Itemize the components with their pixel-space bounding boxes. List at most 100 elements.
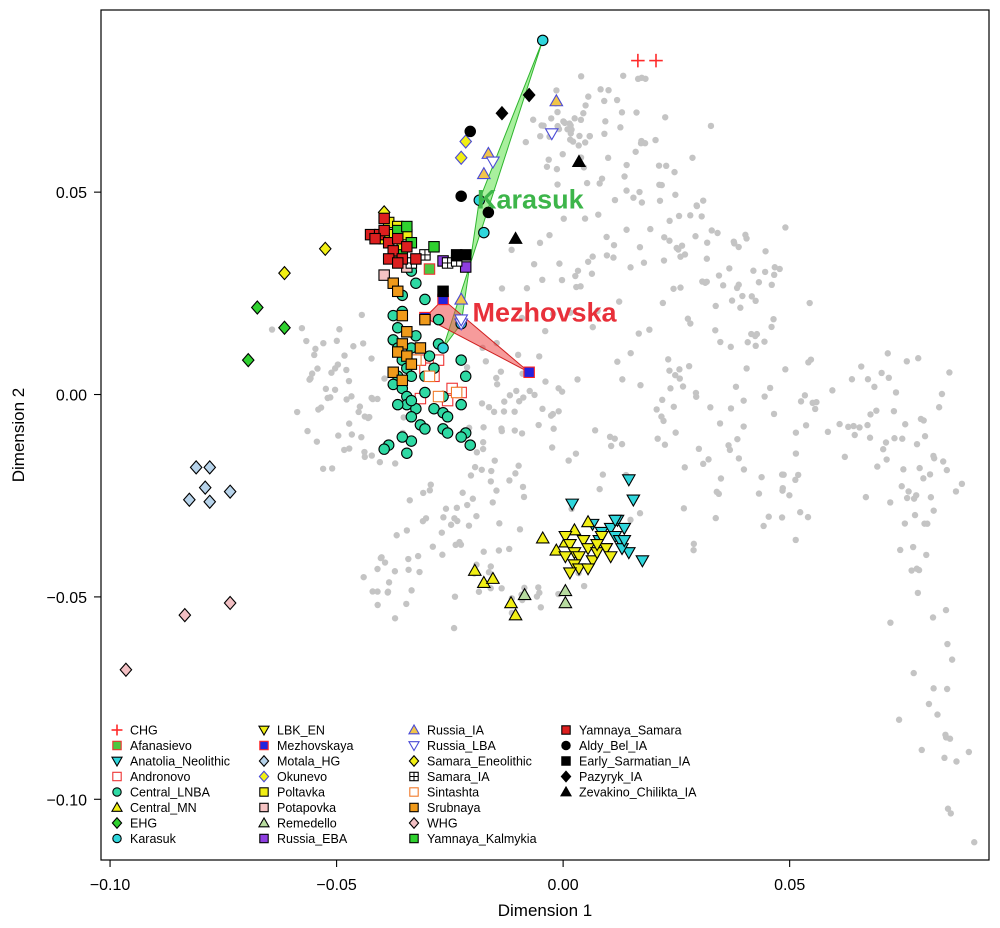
background-point <box>572 272 579 280</box>
legend-marker-central-lnba <box>112 787 122 797</box>
background-point <box>328 465 336 472</box>
background-point <box>647 225 654 233</box>
plot-frame <box>100 9 990 861</box>
point-srubnaya <box>396 374 409 387</box>
point-central-lnba <box>401 447 413 459</box>
background-point <box>662 114 669 121</box>
background-point <box>478 466 485 473</box>
background-point <box>824 428 832 436</box>
background-point <box>493 381 501 388</box>
background-point <box>726 265 733 272</box>
background-point <box>487 563 494 570</box>
background-point <box>874 463 881 470</box>
background-point <box>703 255 711 262</box>
background-point <box>542 378 549 385</box>
background-point <box>637 381 644 389</box>
background-point <box>750 267 757 274</box>
point-anatolia-neolithic <box>626 494 641 508</box>
background-point <box>792 476 799 484</box>
point-lbk-en <box>594 530 609 544</box>
legend-label-karasuk: Karasuk <box>130 832 177 846</box>
legend-marker-yamnaya-kalmykia <box>409 833 419 844</box>
background-point <box>610 241 618 249</box>
background-point <box>328 369 335 376</box>
point-remedello <box>558 583 573 597</box>
point-yamnaya-samara <box>392 257 404 269</box>
background-point <box>574 267 582 274</box>
background-point <box>335 432 342 439</box>
background-point <box>715 490 723 498</box>
point-motala-hg <box>189 460 203 475</box>
background-point <box>795 471 802 479</box>
background-point <box>884 350 891 357</box>
background-point <box>391 460 399 467</box>
background-point <box>522 138 530 146</box>
point-chg <box>631 53 645 68</box>
point-karasuk <box>478 226 490 239</box>
background-point <box>594 307 601 315</box>
background-point <box>620 72 627 79</box>
background-point <box>613 96 621 104</box>
background-point <box>536 353 543 360</box>
background-point <box>921 433 929 440</box>
background-point <box>632 148 639 155</box>
background-point <box>581 215 589 222</box>
background-point <box>918 746 925 754</box>
legend-marker-russia-ia <box>408 723 420 735</box>
background-point <box>740 397 747 404</box>
background-point <box>618 109 626 116</box>
background-point <box>603 233 610 241</box>
background-point <box>369 588 376 595</box>
background-point <box>536 589 543 596</box>
point-zevakino-chilikta-ia <box>571 154 587 168</box>
legend-label-russia-lba: Russia_LBA <box>427 739 496 753</box>
background-point <box>677 284 684 291</box>
y-axis-label: Dimension 2 <box>9 388 28 483</box>
background-point <box>479 445 487 453</box>
background-point <box>755 279 763 286</box>
background-point <box>692 233 699 240</box>
background-point <box>882 439 890 446</box>
background-point <box>420 489 427 497</box>
background-point <box>345 420 353 427</box>
background-point <box>659 299 667 307</box>
legend-label-poltavka: Poltavka <box>277 786 325 800</box>
background-point <box>776 265 783 273</box>
point-central-lnba <box>396 431 409 443</box>
background-point <box>304 427 311 435</box>
background-point <box>312 345 319 353</box>
background-point <box>946 735 954 742</box>
background-point <box>568 126 575 133</box>
background-point <box>662 162 670 170</box>
point-afanasievo <box>423 263 436 275</box>
background-point <box>770 315 777 323</box>
background-point <box>498 585 505 592</box>
background-point <box>768 323 775 331</box>
x-axis: −0.10 −0.05 0.00 0.05 <box>90 860 805 894</box>
background-point <box>666 217 673 225</box>
background-point <box>687 320 694 327</box>
legend-marker-potapovka <box>259 802 269 813</box>
point-yamnaya-samara <box>410 253 422 265</box>
background-point <box>623 226 630 233</box>
background-point <box>359 340 367 347</box>
background-point <box>488 467 495 475</box>
point-central-mn <box>535 530 550 544</box>
point-lbk-en <box>603 551 618 564</box>
legend-label-afanasievo: Afanasievo <box>130 739 192 753</box>
background-point <box>927 494 935 501</box>
background-point <box>770 410 778 418</box>
legend-marker-aldy-bel-ia <box>561 740 571 751</box>
background-point <box>550 425 557 432</box>
background-point <box>591 427 599 434</box>
background-point <box>506 477 513 484</box>
background-point <box>512 470 519 477</box>
point-whg <box>223 595 237 611</box>
legend-marker-karasuk <box>112 833 122 844</box>
background-point <box>336 326 343 333</box>
background-point <box>356 403 364 410</box>
background-point <box>340 446 348 454</box>
legend-marker-ehg <box>111 816 123 830</box>
legend-label-andronovo: Andronovo <box>130 770 191 784</box>
background-point <box>589 253 596 260</box>
